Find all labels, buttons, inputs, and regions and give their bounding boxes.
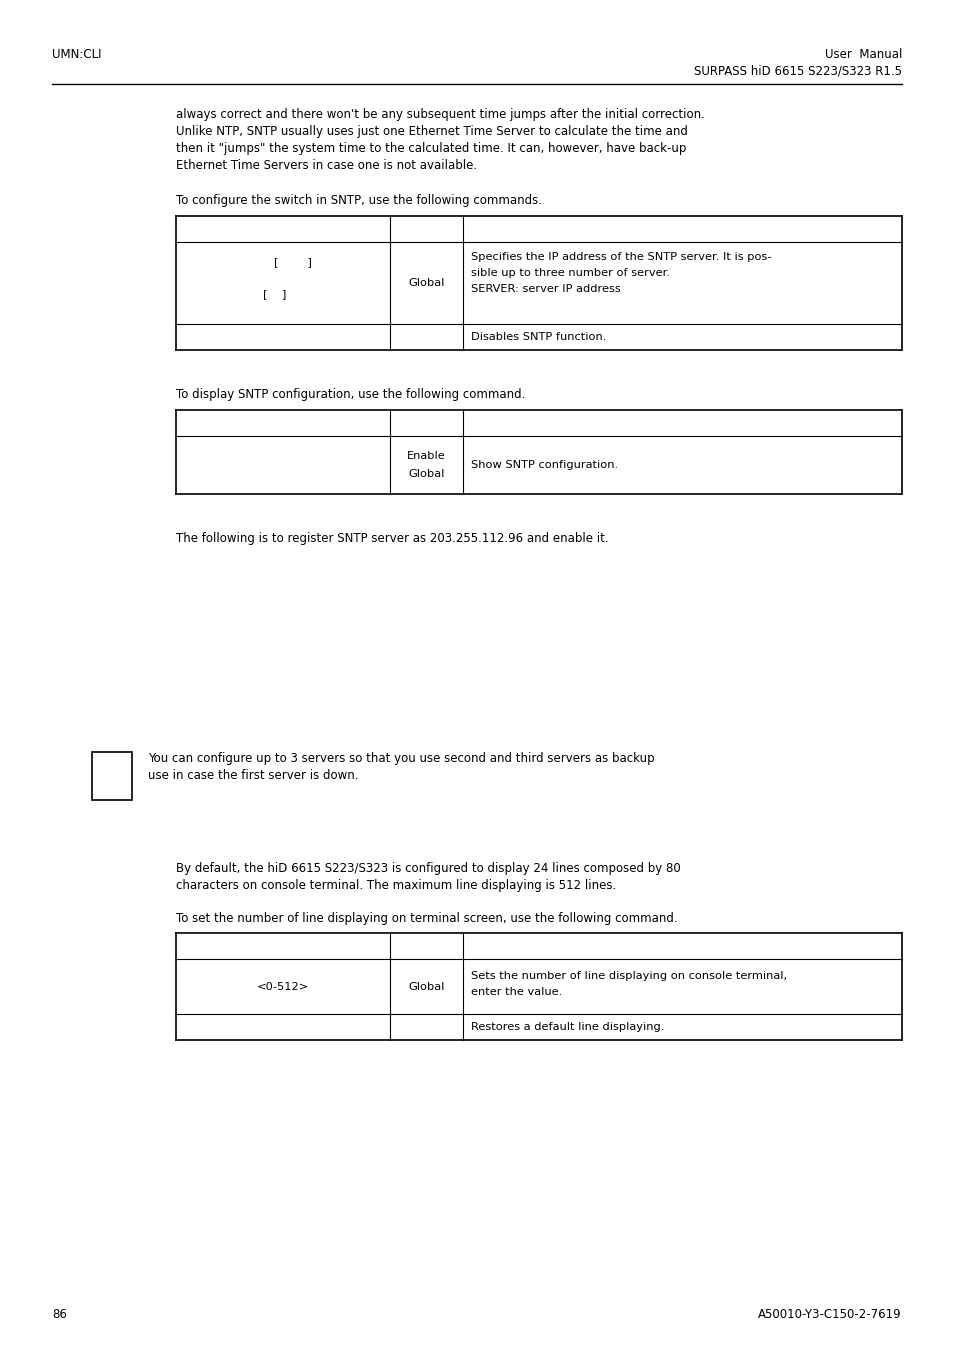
Bar [91,752,132,801]
Text: 86: 86 [52,1308,67,1322]
Text: SURPASS hiD 6615 S223/S323 R1.5: SURPASS hiD 6615 S223/S323 R1.5 [693,63,901,77]
Text: User  Manual: User Manual [823,49,901,61]
Text: Ethernet Time Servers in case one is not available.: Ethernet Time Servers in case one is not… [175,159,476,171]
Text: Global: Global [408,981,444,991]
Text: [    ]: [ ] [263,289,287,298]
Text: enter the value.: enter the value. [470,987,561,998]
Text: UMN:CLI: UMN:CLI [52,49,101,61]
Text: sible up to three number of server.: sible up to three number of server. [470,269,669,278]
Text: use in case the first server is down.: use in case the first server is down. [148,769,358,782]
Text: By default, the hiD 6615 S223/S323 is configured to display 24 lines composed by: By default, the hiD 6615 S223/S323 is co… [175,863,680,875]
Text: <0-512>: <0-512> [256,981,309,991]
Text: A50010-Y3-C150-2-7619: A50010-Y3-C150-2-7619 [758,1308,901,1322]
Text: Unlike NTP, SNTP usually uses just one Ethernet Time Server to calculate the tim: Unlike NTP, SNTP usually uses just one E… [175,126,687,138]
Text: Global: Global [408,468,444,479]
Text: Global: Global [408,278,444,288]
Text: Enable: Enable [407,451,445,460]
Text: The following is to register SNTP server as 203.255.112.96 and enable it.: The following is to register SNTP server… [175,532,608,545]
Text: To display SNTP configuration, use the following command.: To display SNTP configuration, use the f… [175,387,525,401]
Text: To configure the switch in SNTP, use the following commands.: To configure the switch in SNTP, use the… [175,194,541,207]
Text: then it "jumps" the system time to the calculated time. It can, however, have ba: then it "jumps" the system time to the c… [175,142,685,155]
Text: You can configure up to 3 servers so that you use second and third servers as ba: You can configure up to 3 servers so tha… [148,752,654,765]
Text: Sets the number of line displaying on console terminal,: Sets the number of line displaying on co… [470,971,786,981]
Text: SERVER: server IP address: SERVER: server IP address [470,284,619,294]
Text: [        ]: [ ] [274,256,312,267]
Text: Specifies the IP address of the SNTP server. It is pos-: Specifies the IP address of the SNTP ser… [470,252,770,262]
Text: always correct and there won't be any subsequent time jumps after the initial co: always correct and there won't be any su… [175,108,704,122]
Text: Show SNTP configuration.: Show SNTP configuration. [470,460,618,470]
Text: To set the number of line displaying on terminal screen, use the following comma: To set the number of line displaying on … [175,913,677,925]
Text: characters on console terminal. The maximum line displaying is 512 lines.: characters on console terminal. The maxi… [175,879,616,892]
Text: Restores a default line displaying.: Restores a default line displaying. [470,1022,663,1031]
Text: Disables SNTP function.: Disables SNTP function. [470,332,605,342]
